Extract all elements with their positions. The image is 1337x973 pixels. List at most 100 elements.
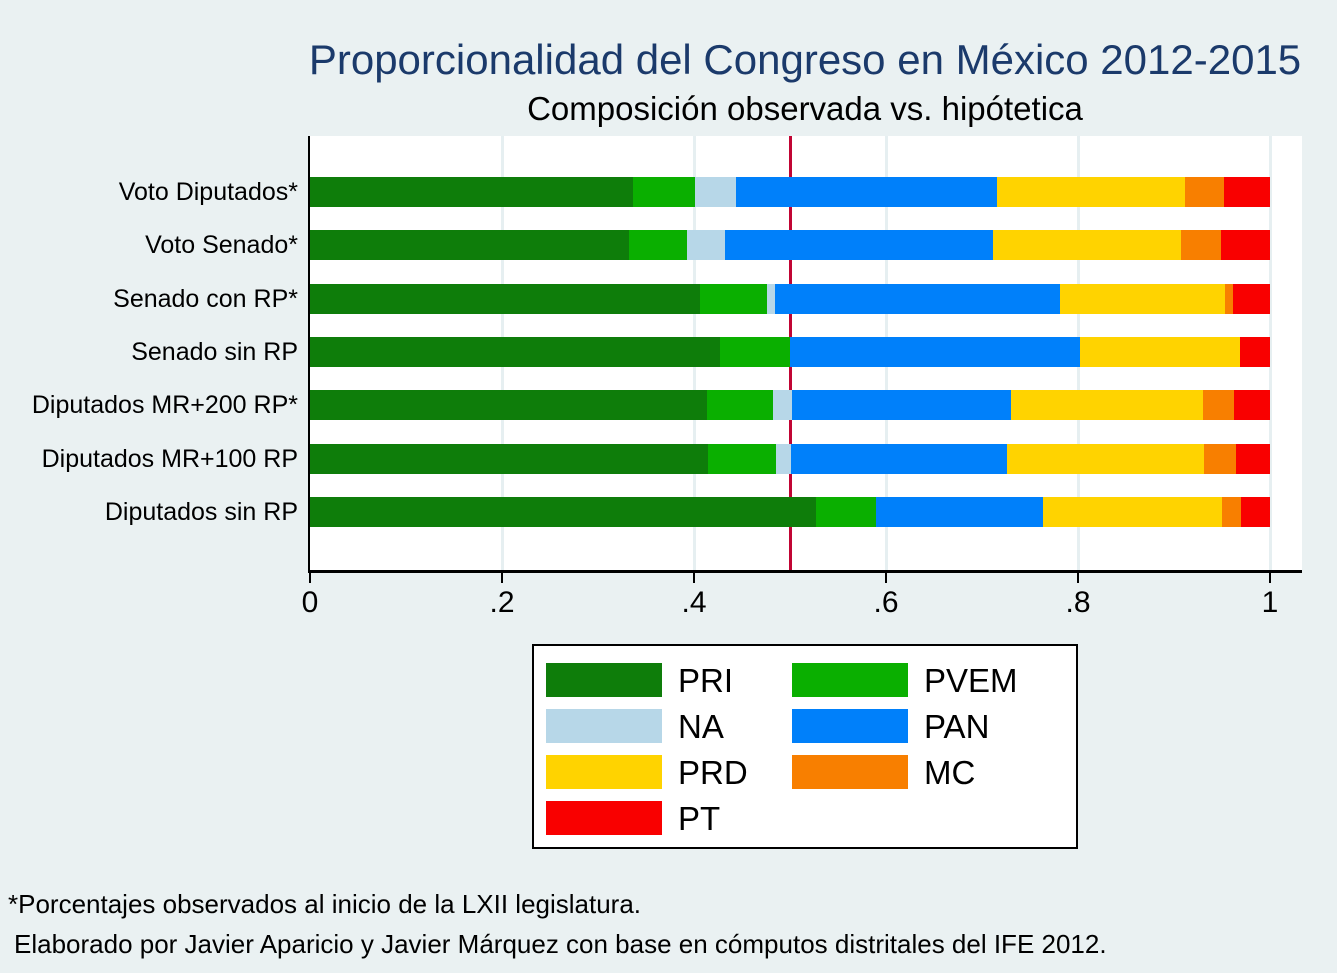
chart-title: Proporcionalidad del Congreso en México … <box>308 36 1302 83</box>
x-tick-label: .2 <box>489 586 515 619</box>
bar-segment-na <box>776 444 791 474</box>
x-tick-label: .6 <box>873 586 899 619</box>
legend-swatch-pan <box>792 709 908 743</box>
stacked-bar-row <box>310 497 1270 527</box>
bar-segment-prd <box>1011 390 1203 420</box>
legend-item-pan: PAN <box>792 703 1076 749</box>
legend-swatch-pt <box>546 801 662 835</box>
bar-segment-prd <box>1043 497 1222 527</box>
x-tick <box>1269 573 1271 583</box>
bar-segment-prd <box>997 177 1185 207</box>
bar-segment-pri <box>310 284 700 314</box>
bar-segment-pt <box>1241 497 1270 527</box>
footnote-credit: Elaborado por Javier Aparicio y Javier M… <box>14 929 1107 959</box>
bar-segment-na <box>767 284 775 314</box>
bar-segment-pvem <box>633 177 695 207</box>
y-axis-label: Senado con RP* <box>113 285 298 313</box>
bar-segment-mc <box>1203 390 1234 420</box>
y-axis-label: Voto Diputados* <box>118 178 298 206</box>
bar-segment-prd <box>1080 337 1240 367</box>
legend-item-na: NA <box>546 703 792 749</box>
x-tick <box>501 573 503 583</box>
x-tick <box>309 573 311 583</box>
x-tick <box>693 573 695 583</box>
stacked-bar-row <box>310 284 1270 314</box>
bar-segment-pt <box>1240 337 1270 367</box>
y-axis-label: Diputados MR+200 RP* <box>31 391 298 419</box>
stacked-bar-row <box>310 390 1270 420</box>
bar-segment-mc <box>1225 284 1233 314</box>
bar-segment-mc <box>1185 177 1224 207</box>
legend-swatch-na <box>546 709 662 743</box>
footnote-asterisk: *Porcentajes observados al inicio de la … <box>8 889 642 919</box>
bar-segment-pvem <box>707 390 773 420</box>
legend-label-prd: PRD <box>678 753 748 791</box>
bar-segment-prd <box>1007 444 1204 474</box>
bar-segment-mc <box>1222 497 1241 527</box>
bar-segment-pvem <box>720 337 790 367</box>
stacked-bar-row <box>310 230 1270 260</box>
bar-segment-prd <box>1060 284 1225 314</box>
legend-label-pt: PT <box>678 799 721 837</box>
x-tick-label: 1 <box>1261 586 1279 619</box>
footnotes: *Porcentajes observados al inicio de la … <box>8 884 1107 964</box>
bar-segment-pt <box>1233 284 1270 314</box>
bar-segment-na <box>695 177 736 207</box>
y-axis-label: Voto Senado* <box>145 231 298 259</box>
legend-label-pri: PRI <box>678 661 734 699</box>
y-axis-labels: Voto Diputados* Voto Senado* Senado con RP… <box>0 136 298 570</box>
legend-label-mc: MC <box>924 753 976 791</box>
legend-item-mc: MC <box>792 749 1076 795</box>
y-axis-label: Diputados MR+100 RP <box>41 445 298 473</box>
bar-segment-pan <box>725 230 993 260</box>
legend-label-pvem: PVEM <box>924 661 1018 699</box>
x-tick-label: .8 <box>1065 586 1091 619</box>
legend-item-pt: PT <box>546 795 792 841</box>
bar-segment-pvem <box>816 497 876 527</box>
bar-segment-pan <box>736 177 997 207</box>
bar-segment-pt <box>1236 444 1270 474</box>
gridline-x-1 <box>1268 136 1272 570</box>
plot-area <box>308 136 1302 573</box>
bar-segment-pan <box>775 284 1060 314</box>
bar-segment-pri <box>310 177 633 207</box>
chart-subtitle: Composición observada vs. hipótetica <box>527 90 1083 127</box>
bar-segment-na <box>773 390 792 420</box>
x-axis: 0 .2 .4 .6 .8 1 <box>302 573 1302 633</box>
bar-segment-pri <box>310 444 708 474</box>
y-axis-label: Diputados sin RP <box>104 498 298 526</box>
legend-swatch-pri <box>546 663 662 697</box>
x-tick-label: .4 <box>681 586 707 619</box>
bar-segment-pri <box>310 390 707 420</box>
legend-item-pvem: PVEM <box>792 657 1076 703</box>
bar-segment-prd <box>993 230 1181 260</box>
bar-segment-pt <box>1234 390 1270 420</box>
bar-segment-pt <box>1221 230 1270 260</box>
bar-segment-mc <box>1181 230 1221 260</box>
bar-segment-pan <box>790 337 1080 367</box>
bar-segment-pri <box>310 230 629 260</box>
bar-segment-pvem <box>700 284 767 314</box>
bar-segment-na <box>687 230 725 260</box>
bar-segment-pvem <box>708 444 776 474</box>
bar-segment-pri <box>310 497 816 527</box>
legend-item-pri: PRI <box>546 657 792 703</box>
legend-label-pan: PAN <box>924 707 990 745</box>
stacked-bar-row <box>310 177 1270 207</box>
bar-segment-pt <box>1224 177 1270 207</box>
x-tick <box>1077 573 1079 583</box>
legend-swatch-pvem <box>792 663 908 697</box>
y-axis-label: Senado sin RP <box>131 338 298 366</box>
x-tick <box>885 573 887 583</box>
legend-item-prd: PRD <box>546 749 792 795</box>
bar-segment-pvem <box>629 230 687 260</box>
bar-segment-pan <box>876 497 1043 527</box>
x-tick-label: 0 <box>301 586 319 619</box>
legend-swatch-prd <box>546 755 662 789</box>
bar-segment-pan <box>792 390 1011 420</box>
legend: PRI NA PRD PT PVEM PAN MC <box>532 644 1078 849</box>
legend-label-na: NA <box>678 707 724 745</box>
bar-segment-pri <box>310 337 720 367</box>
legend-swatch-mc <box>792 755 908 789</box>
bar-segment-pan <box>791 444 1007 474</box>
